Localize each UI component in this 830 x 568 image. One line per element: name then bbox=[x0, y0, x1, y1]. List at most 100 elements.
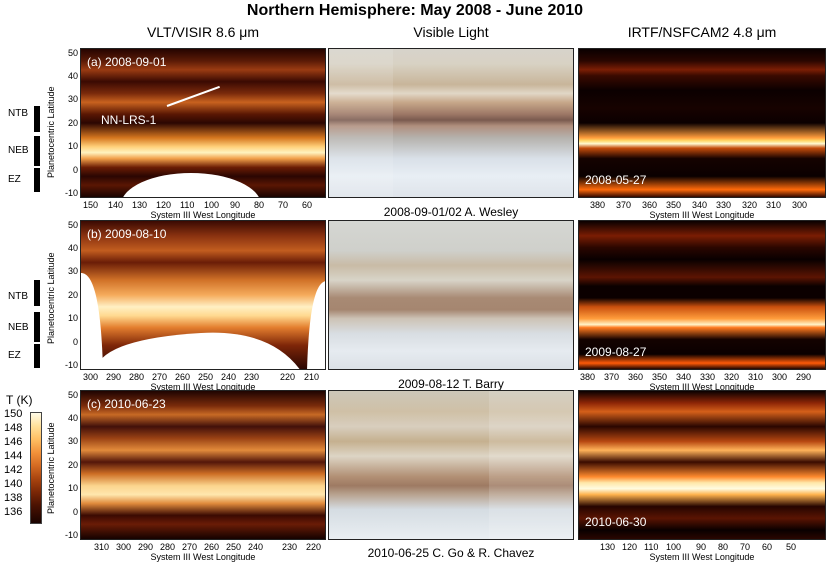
no-data-mask bbox=[81, 273, 325, 369]
y-tick: 40 bbox=[67, 243, 78, 253]
column-header-nsfcam: IRTF/NSFCAM2 4.8 μm bbox=[627, 24, 777, 40]
nsfcam-map-row3: 2010-06-30 bbox=[578, 390, 826, 540]
visible-image-row3 bbox=[328, 390, 574, 540]
column-header-visir: VLT/VISIR 8.6 μm bbox=[146, 24, 260, 40]
x-tick: 130 bbox=[132, 200, 148, 210]
colorbar-label: T (K) bbox=[6, 393, 33, 407]
visir-map-row3: (c) 2010-06-23 bbox=[80, 390, 326, 540]
y-tick: 50 bbox=[67, 220, 78, 230]
x-tick: 360 bbox=[642, 200, 658, 210]
x-ticks-nsfcam-row3: 130 120 110 100 90 80 70 60 50 bbox=[578, 542, 826, 554]
x-tick: 330 bbox=[700, 372, 716, 382]
x-tick: 280 bbox=[160, 542, 176, 552]
x-tick: 90 bbox=[696, 542, 707, 552]
y-tick: 10 bbox=[67, 141, 78, 151]
visible-image-row2 bbox=[328, 220, 574, 370]
y-tick: -10 bbox=[64, 360, 78, 370]
x-tick: 50 bbox=[786, 542, 797, 552]
y-axis-label-row3: Planetocentric Latitude bbox=[46, 422, 56, 514]
y-tick: -10 bbox=[64, 188, 78, 198]
colorbar-tick: 138 bbox=[4, 492, 23, 504]
colorbar-tick: 140 bbox=[4, 478, 23, 490]
no-data-mask bbox=[121, 173, 261, 197]
x-tick: 220 bbox=[280, 372, 296, 382]
belt-label-ez: EZ bbox=[8, 350, 21, 361]
colorbar-tick: 148 bbox=[4, 422, 23, 434]
x-tick: 330 bbox=[716, 200, 732, 210]
visible-caption-row3: 2010-06-25 C. Go & R. Chavez bbox=[367, 546, 535, 560]
x-tick: 290 bbox=[796, 372, 812, 382]
x-tick: 310 bbox=[748, 372, 764, 382]
x-tick: 210 bbox=[304, 372, 320, 382]
x-axis-label: System III West Longitude bbox=[150, 210, 256, 220]
visible-image-row1 bbox=[328, 48, 574, 198]
x-tick: 120 bbox=[156, 200, 172, 210]
column-header-visible: Visible Light bbox=[413, 24, 489, 40]
x-tick: 60 bbox=[302, 200, 313, 210]
x-ticks-nsfcam-row1: 380 370 360 350 340 330 320 310 300 bbox=[578, 200, 826, 212]
y-tick: 0 bbox=[72, 507, 78, 517]
belt-marker bbox=[34, 136, 40, 166]
x-tick: 270 bbox=[152, 372, 168, 382]
y-tick: 30 bbox=[67, 436, 78, 446]
belt-label-neb: NEB bbox=[8, 145, 29, 156]
figure-title: Northern Hemisphere: May 2008 - June 201… bbox=[246, 2, 584, 19]
x-tick: 300 bbox=[83, 372, 99, 382]
temperature-colorbar bbox=[30, 412, 42, 524]
x-tick: 80 bbox=[718, 542, 729, 552]
belt-marker bbox=[34, 344, 40, 368]
x-tick: 300 bbox=[792, 200, 808, 210]
belt-marker bbox=[34, 168, 40, 192]
x-tick: 110 bbox=[180, 200, 195, 210]
x-tick: 70 bbox=[278, 200, 289, 210]
x-tick: 130 bbox=[600, 542, 616, 552]
x-tick: 250 bbox=[226, 542, 242, 552]
x-ticks-visir-row2: 300 290 280 270 260 250 240 230 220 210 bbox=[80, 372, 326, 384]
x-tick: 310 bbox=[94, 542, 110, 552]
x-tick: 340 bbox=[692, 200, 708, 210]
x-axis-label: System III West Longitude bbox=[150, 382, 256, 392]
y-tick: 0 bbox=[72, 165, 78, 175]
x-axis-label: System III West Longitude bbox=[150, 552, 256, 562]
mosaic-seam bbox=[329, 49, 393, 197]
colorbar-tick: 136 bbox=[4, 506, 23, 518]
x-tick: 80 bbox=[254, 200, 265, 210]
y-tick: 40 bbox=[67, 71, 78, 81]
visible-caption-row1: 2008-09-01/02 A. Wesley bbox=[383, 205, 519, 219]
colorbar-tick: 150 bbox=[4, 408, 23, 420]
x-tick: 290 bbox=[138, 542, 154, 552]
x-tick: 320 bbox=[724, 372, 740, 382]
x-tick: 260 bbox=[175, 372, 191, 382]
colorbar-ticks: 150 148 146 144 142 140 138 136 bbox=[4, 408, 28, 520]
panel-tag: (b) 2009-08-10 bbox=[87, 227, 167, 241]
mosaic-seam bbox=[489, 391, 573, 539]
annotation-pointer bbox=[166, 85, 220, 107]
panel-tag: (a) 2008-09-01 bbox=[87, 55, 167, 69]
y-tick: 10 bbox=[67, 483, 78, 493]
colorbar-tick: 144 bbox=[4, 450, 23, 462]
y-tick: 40 bbox=[67, 413, 78, 423]
x-tick: 350 bbox=[652, 372, 668, 382]
x-tick: 240 bbox=[221, 372, 237, 382]
x-tick: 220 bbox=[306, 542, 322, 552]
panel-tag: (c) 2010-06-23 bbox=[87, 397, 166, 411]
x-tick: 110 bbox=[644, 542, 659, 552]
x-tick: 260 bbox=[204, 542, 220, 552]
x-tick: 310 bbox=[766, 200, 782, 210]
visible-caption-row2: 2009-08-12 T. Barry bbox=[398, 377, 504, 391]
x-tick: 240 bbox=[248, 542, 264, 552]
x-tick: 290 bbox=[106, 372, 122, 382]
x-tick: 380 bbox=[590, 200, 606, 210]
colorbar-tick: 142 bbox=[4, 464, 23, 476]
y-tick: -10 bbox=[64, 530, 78, 540]
y-tick: 20 bbox=[67, 118, 78, 128]
x-ticks-visir-row3: 310 300 290 280 270 260 250 240 230 220 bbox=[80, 542, 326, 554]
visir-map-row2: (b) 2009-08-10 bbox=[80, 220, 326, 370]
x-tick: 60 bbox=[762, 542, 773, 552]
y-tick: 10 bbox=[67, 313, 78, 323]
x-tick: 150 bbox=[83, 200, 99, 210]
y-tick: 30 bbox=[67, 266, 78, 276]
x-tick: 230 bbox=[244, 372, 260, 382]
x-tick: 120 bbox=[622, 542, 638, 552]
x-tick: 300 bbox=[772, 372, 788, 382]
